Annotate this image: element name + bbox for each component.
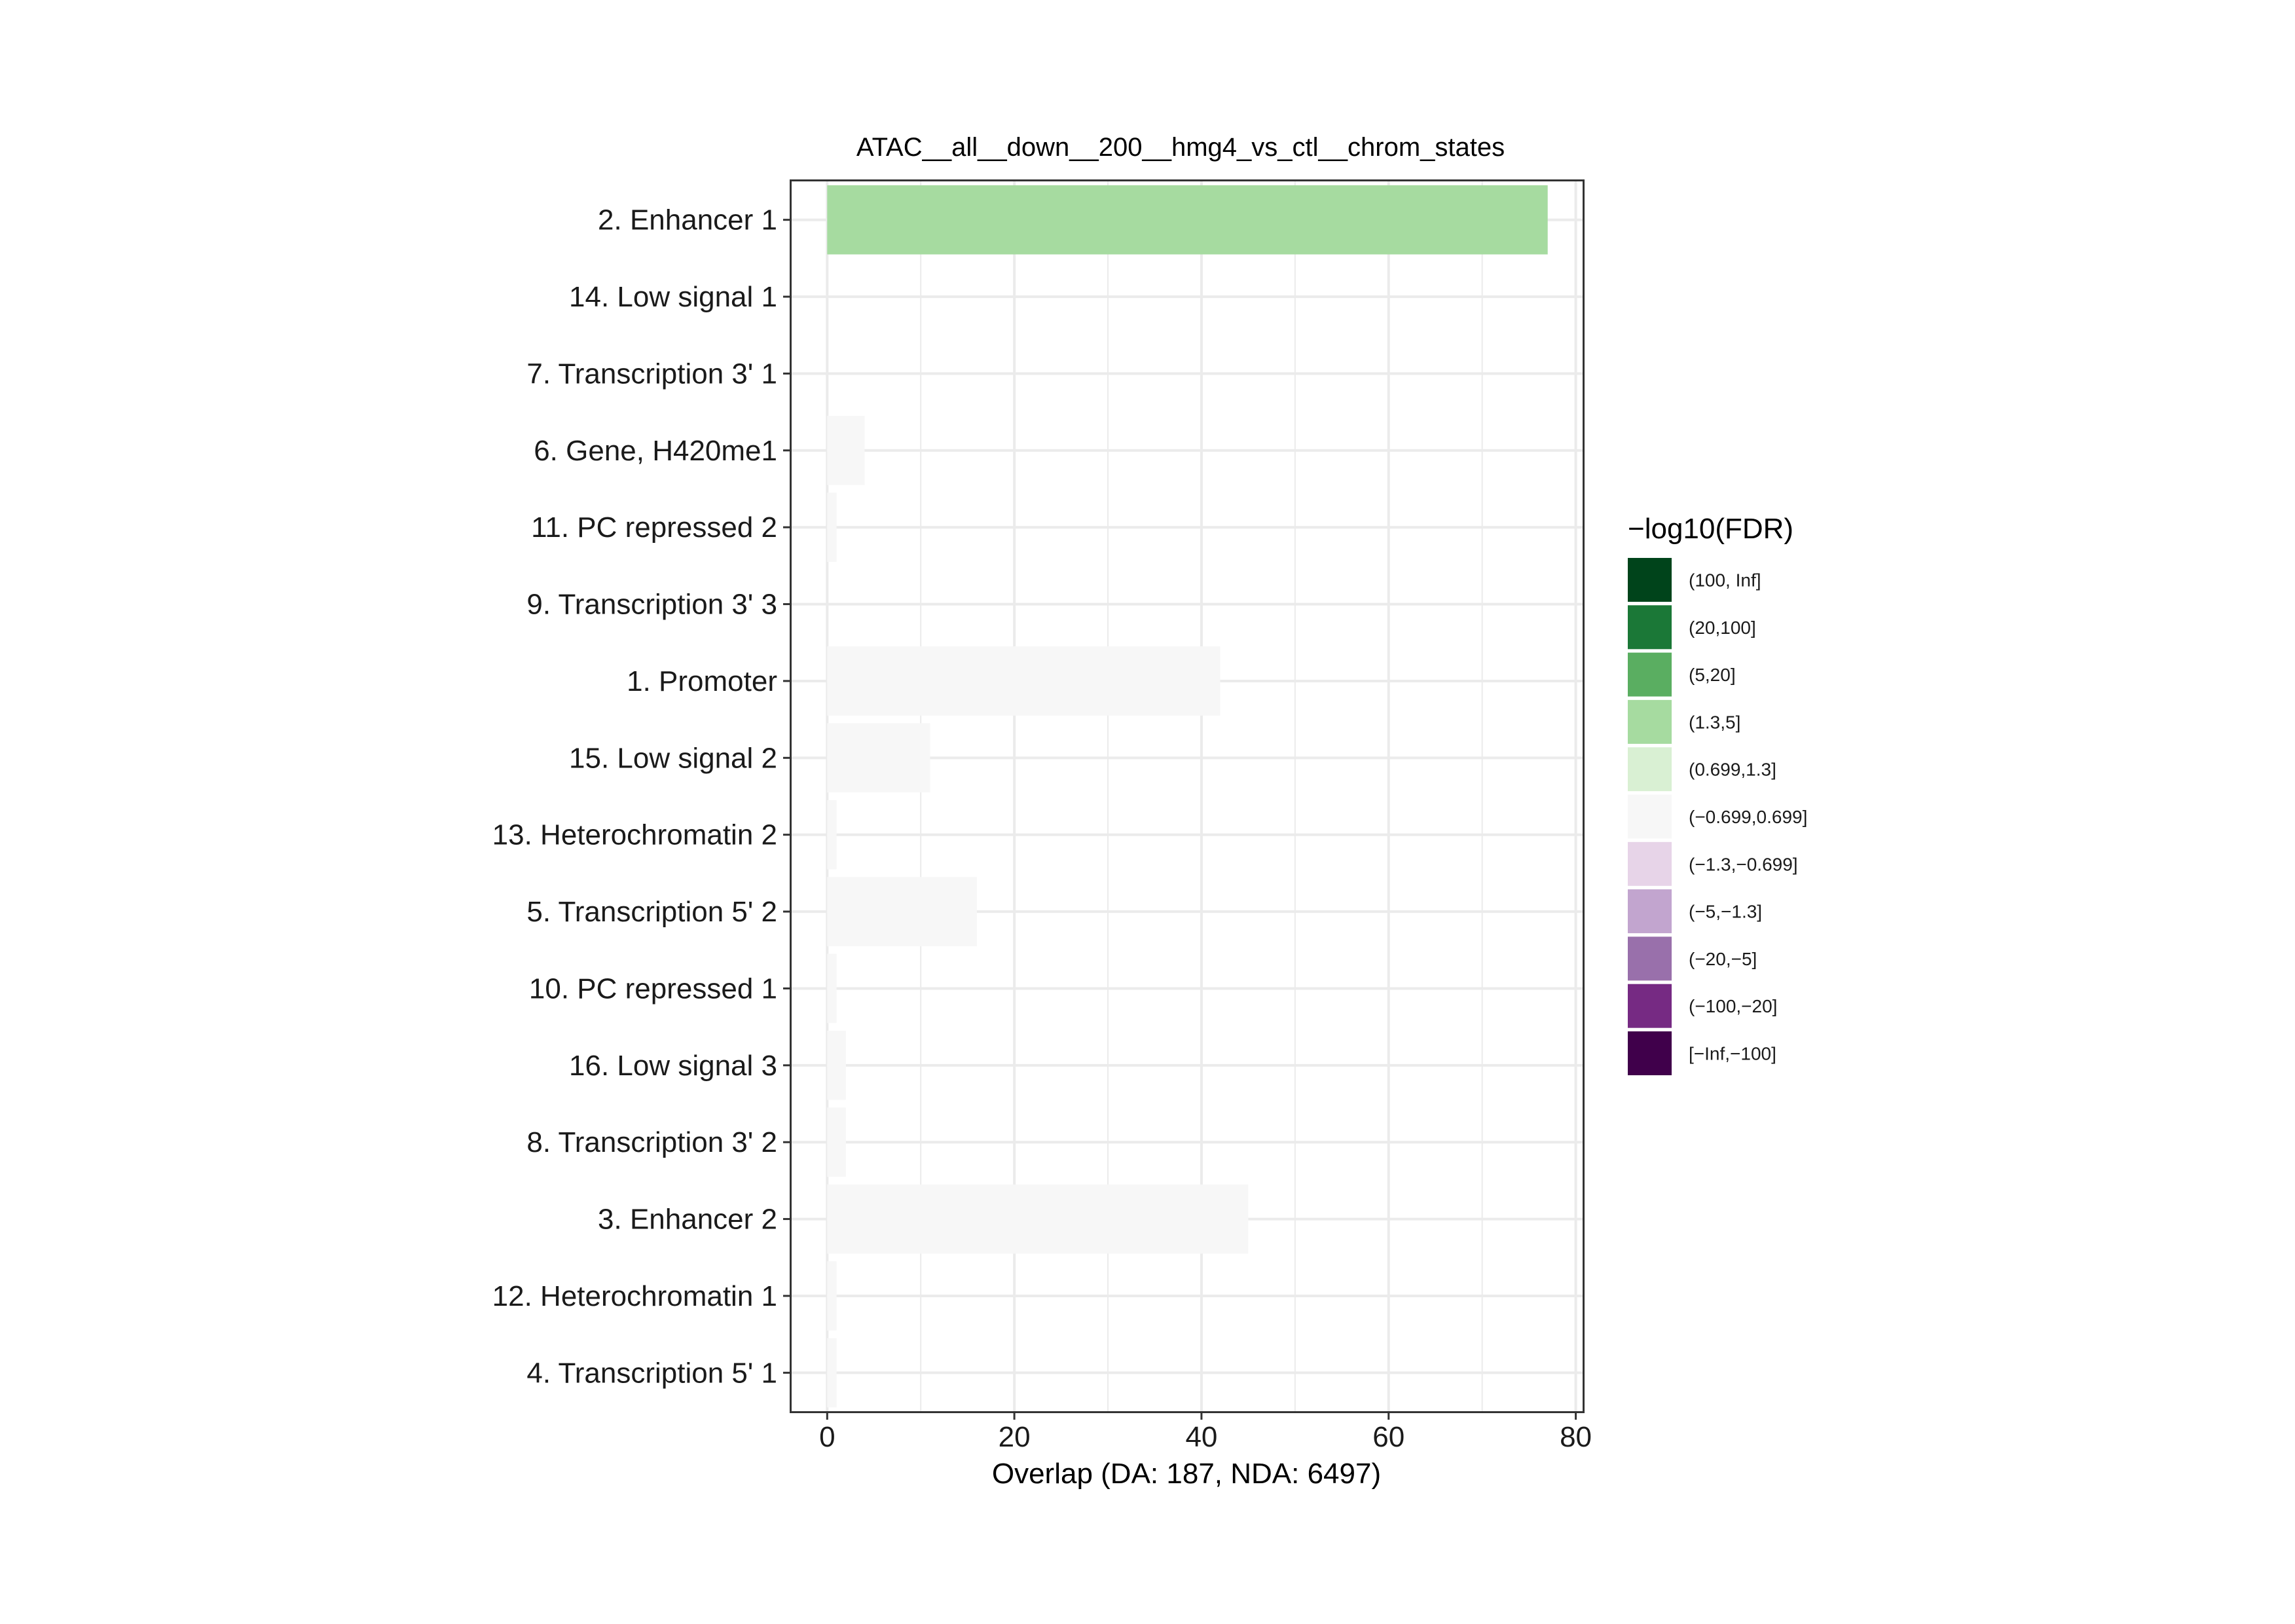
- legend-label: (−100,−20]: [1689, 996, 1777, 1016]
- bar-16-low-signal-3: [827, 1030, 846, 1100]
- y-tick-label: 15. Low signal 2: [569, 742, 777, 774]
- y-tick-label: 4. Transcription 5' 1: [526, 1357, 777, 1389]
- legend-key-0-699-0-699: [1628, 794, 1672, 839]
- legend-key-20-5: [1628, 936, 1672, 981]
- grid-major: [792, 181, 1583, 1411]
- y-axis: 2. Enhancer 1 14. Low signal 1 7. Transcri…: [492, 204, 792, 1389]
- y-tick-label: 3. Enhancer 2: [598, 1204, 777, 1236]
- y-tick-label: 9. Transcription 3' 3: [526, 589, 777, 621]
- x-tick-label: 80: [1560, 1421, 1592, 1453]
- legend-label: (−5,−1.3]: [1689, 902, 1762, 922]
- y-tick-label: 12. Heterochromatin 1: [492, 1280, 777, 1312]
- legend-label: [−Inf,−100]: [1689, 1044, 1776, 1064]
- legend-title: −log10(FDR): [1628, 513, 1793, 545]
- legend-key-100-20: [1628, 984, 1672, 1028]
- y-tick-label: 6. Gene, H420me1: [534, 435, 777, 467]
- bar-1-promoter: [827, 646, 1221, 716]
- legend-key-0-699-1-3: [1628, 747, 1672, 792]
- legend-label: (1.3,5]: [1689, 712, 1740, 732]
- x-axis: 0 20 40 60 80: [819, 1411, 1592, 1453]
- y-tick-label: 16. Low signal 3: [569, 1050, 777, 1082]
- y-tick-label: 2. Enhancer 1: [598, 204, 777, 236]
- bars: [827, 185, 1548, 1408]
- legend-key-1-3-5: [1628, 699, 1672, 744]
- bar-10-pc-repressed-1: [827, 953, 837, 1024]
- panel-border: [790, 179, 1585, 1413]
- y-tick-label: 13. Heterochromatin 2: [492, 819, 777, 851]
- y-tick-label: 7. Transcription 3' 1: [526, 358, 777, 390]
- legend-label: (−1.3,−0.699]: [1689, 854, 1798, 874]
- legend-label: (−0.699,0.699]: [1689, 807, 1807, 827]
- bar-12-heterochromatin-1: [827, 1261, 837, 1331]
- legend-keys: (100, Inf] (20,100] (5,20] (1.3,5] (0.699,1.…: [1628, 558, 1807, 1075]
- legend-label: (0.699,1.3]: [1689, 760, 1776, 780]
- x-tick-label: 0: [819, 1421, 835, 1453]
- legend-key-20-100: [1628, 605, 1672, 650]
- bar-13-heterochromatin-2: [827, 800, 837, 870]
- x-tick-label: 20: [999, 1421, 1031, 1453]
- legend: −log10(FDR) (100, Inf] (20,100] (5,20] (1.3…: [1628, 513, 1807, 1075]
- bar-8-transcription-3-2: [827, 1107, 846, 1177]
- x-tick-label: 60: [1372, 1421, 1405, 1453]
- y-tick-label: 14. Low signal 1: [569, 281, 777, 313]
- legend-key-5-1-3: [1628, 889, 1672, 934]
- bar-11-pc-repressed-2: [827, 492, 837, 563]
- bar-6-gene-h420me1: [827, 415, 865, 485]
- legend-key-inf-100: [1628, 1031, 1672, 1075]
- legend-label: (−20,−5]: [1689, 949, 1757, 969]
- bar-4-transcription-5-1: [827, 1338, 837, 1408]
- legend-label: (5,20]: [1689, 665, 1736, 685]
- y-tick-label: 8. Transcription 3' 2: [526, 1126, 777, 1158]
- legend-label: (20,100]: [1689, 618, 1756, 638]
- bar-5-transcription-5-2: [827, 877, 977, 946]
- legend-key-5-20: [1628, 652, 1672, 697]
- y-tick-label: 10. PC repressed 1: [529, 972, 777, 1005]
- x-tick-label: 40: [1185, 1421, 1217, 1453]
- x-axis-label: Overlap (DA: 187, NDA: 6497): [992, 1458, 1381, 1490]
- y-tick-label: 1. Promoter: [627, 665, 777, 697]
- bar-3-enhancer-2: [827, 1184, 1249, 1254]
- legend-key-100-inf: [1628, 558, 1672, 602]
- plot-panel: [790, 179, 1585, 1413]
- bar-2-enhancer-1: [827, 185, 1548, 255]
- y-tick-label: 11. PC repressed 2: [531, 511, 777, 544]
- bar-15-low-signal-2: [827, 723, 930, 793]
- chart-title: ATAC__all__down__200__hmg4_vs_ctl__chrom…: [856, 133, 1505, 162]
- legend-label: (100, Inf]: [1689, 570, 1761, 591]
- y-tick-label: 5. Transcription 5' 2: [526, 896, 777, 928]
- legend-key-1-3-0-699: [1628, 841, 1672, 886]
